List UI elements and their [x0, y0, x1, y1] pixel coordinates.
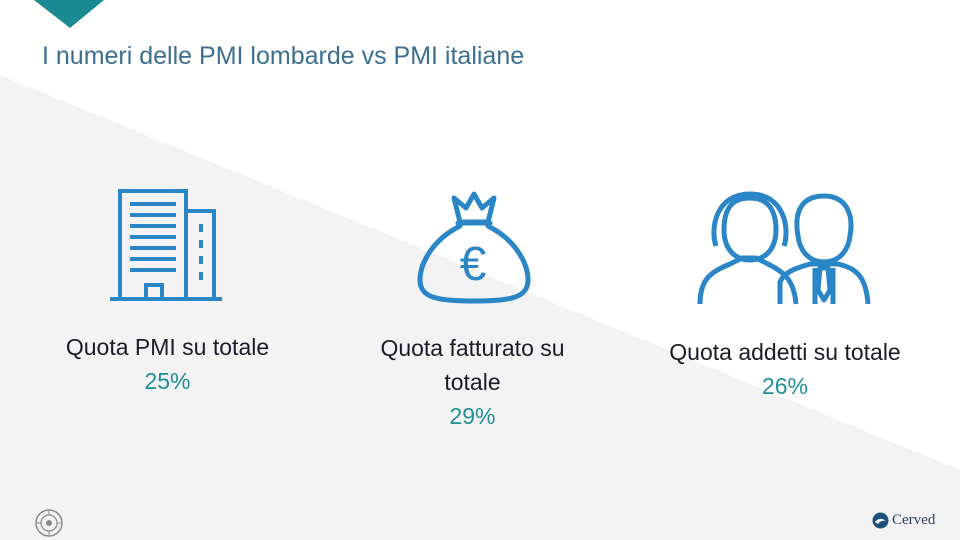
kpi-pmi-share: Quota PMI su totale 25% [20, 330, 315, 398]
cerved-logo: Cerved [872, 512, 935, 529]
kpi-value: 29% [449, 403, 496, 429]
euro-money-bag-icon: € [417, 191, 531, 304]
slide-title: I numeri delle PMI lombarde vs PMI itali… [42, 42, 525, 70]
kpi-revenue-share: Quota fatturato su totale 29% [325, 331, 620, 433]
brand-name: Cerved [892, 512, 936, 528]
institutional-seal-icon [35, 509, 63, 537]
kpi-employees-share: Quota addetti su totale 26% [630, 335, 940, 403]
kpi-label: Quota addetti su totale [669, 339, 901, 365]
kpi-value: 25% [144, 368, 191, 394]
cerved-logo-icon [872, 512, 889, 529]
employees-icon [697, 191, 871, 305]
svg-text:€: € [460, 238, 487, 291]
office-building-icon [110, 189, 222, 301]
corner-accent-tab [34, 0, 104, 28]
kpi-label: Quota fatturato su [380, 335, 565, 361]
kpi-value: 26% [761, 373, 809, 399]
kpi-label: Quota PMI su totale [65, 334, 270, 360]
kpi-label: totale [444, 369, 501, 395]
